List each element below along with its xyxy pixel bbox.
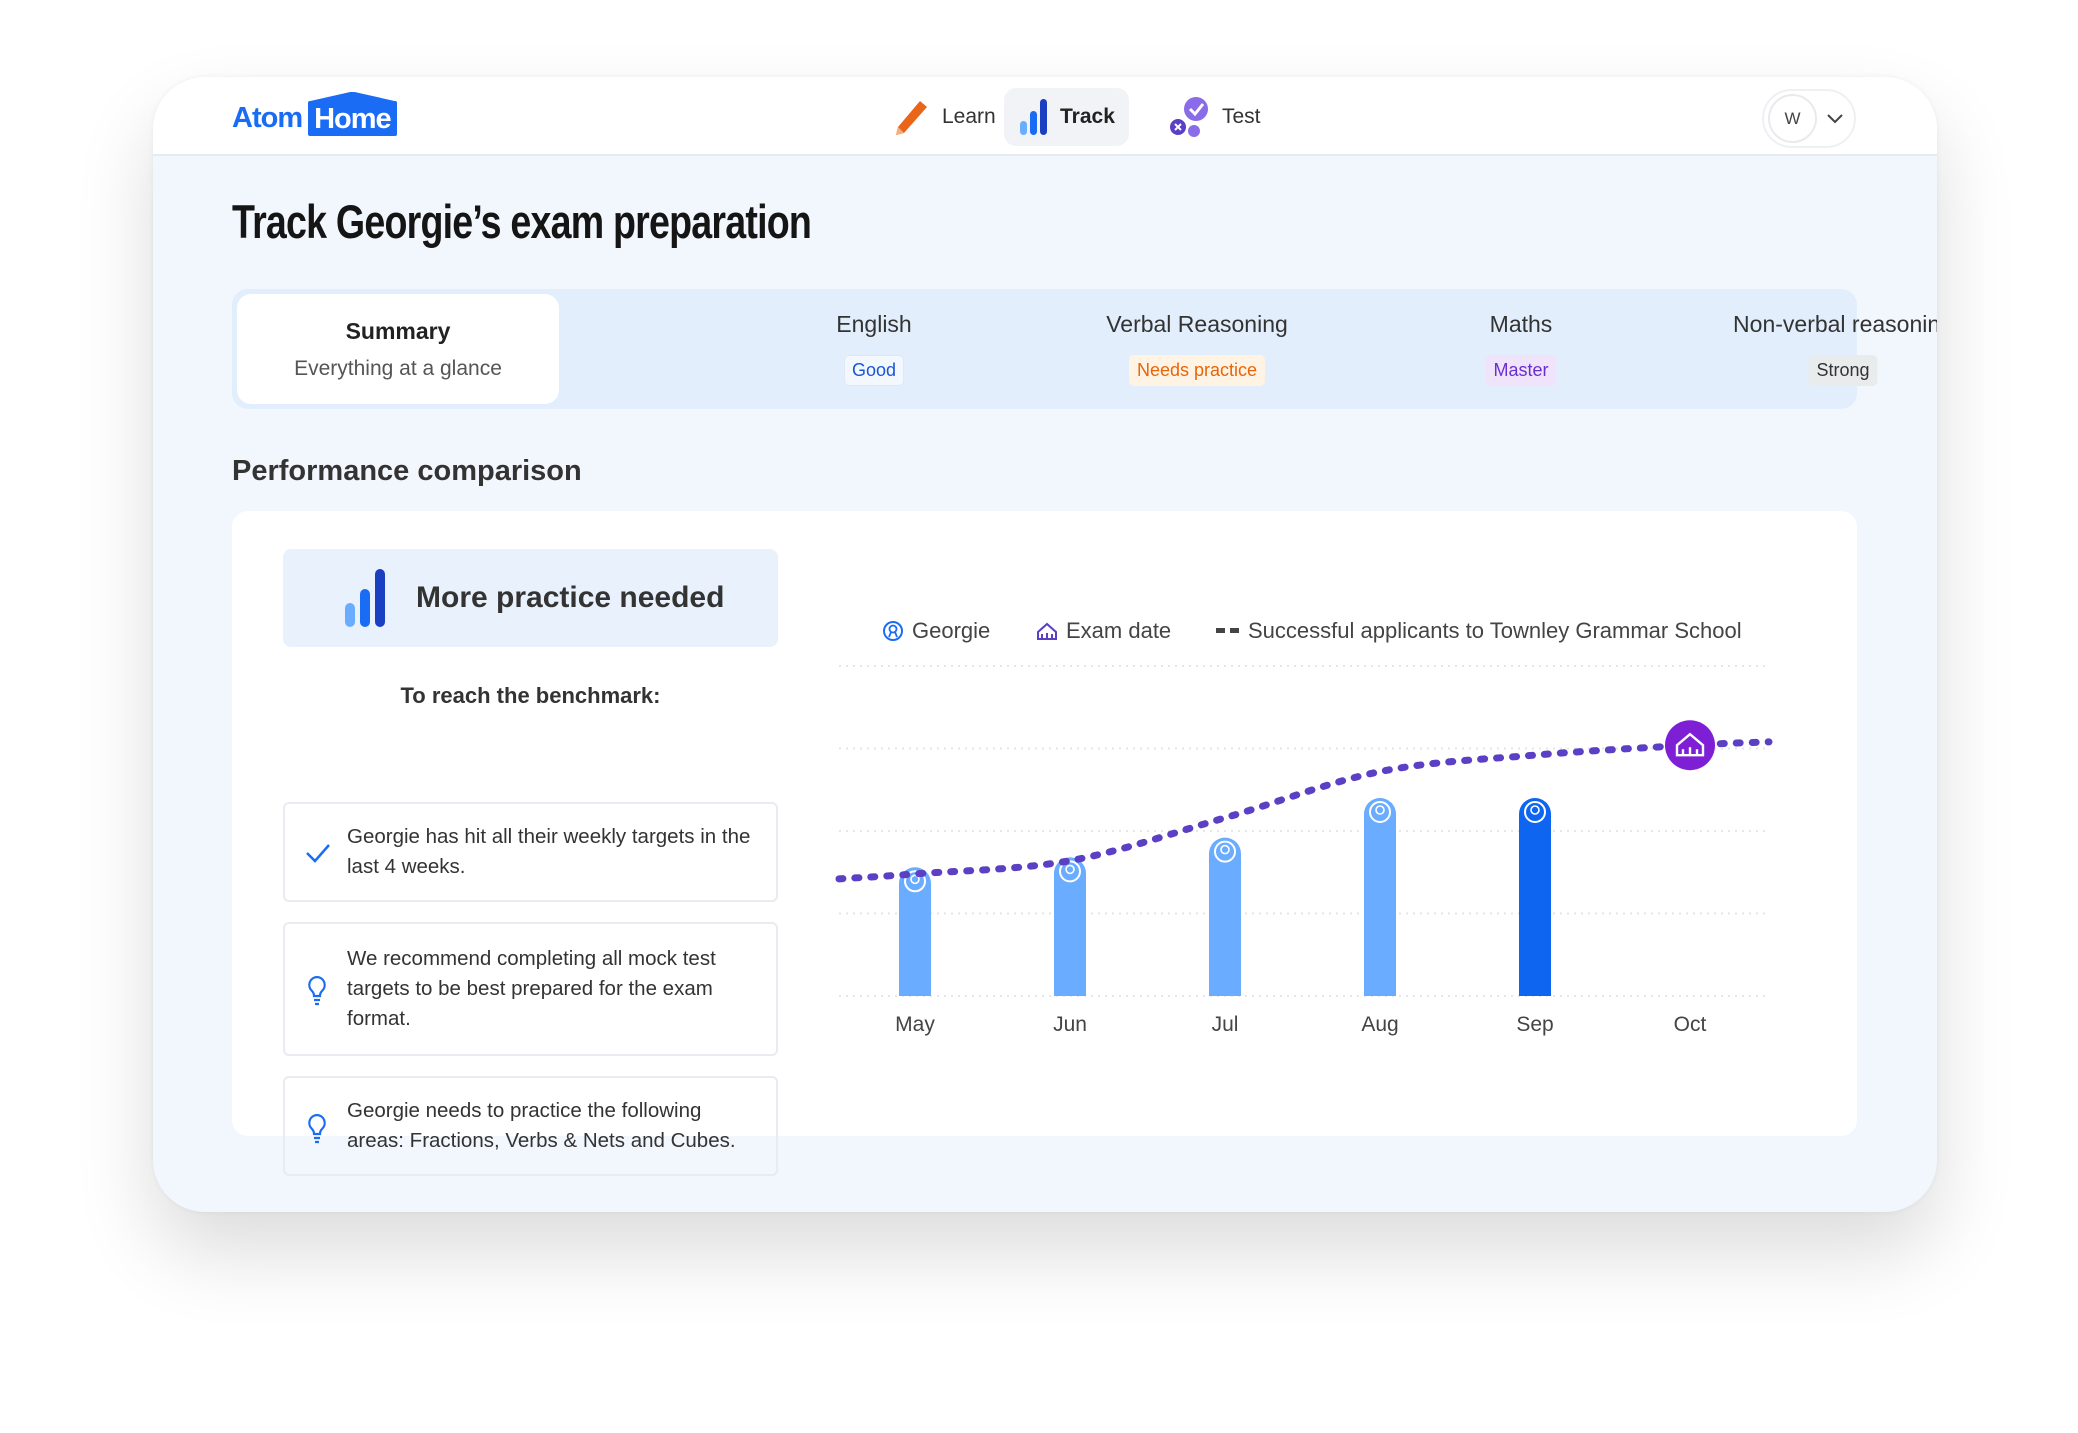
georgie-icon-head — [1065, 864, 1075, 875]
x-tick-label: May — [895, 1013, 935, 1036]
top-nav: Atom Home Learn Track Test W — [153, 77, 1937, 156]
test-check-icon — [1170, 97, 1208, 137]
tab-label: English — [836, 311, 912, 337]
legend-exam-date: Exam date — [1036, 618, 1171, 644]
school-icon — [1037, 622, 1057, 640]
georgie-icon-head — [1220, 844, 1230, 855]
avatar: W — [1768, 94, 1817, 143]
status-text: More practice needed — [416, 581, 725, 614]
page-title: Track Georgie’s exam preparation — [232, 195, 812, 248]
georgie-icon-head — [1530, 805, 1540, 815]
nav-track[interactable]: Track — [1004, 88, 1129, 146]
status-banner: More practice needed — [283, 549, 778, 647]
bar-may — [899, 867, 931, 996]
benchmark-item: We recommend completing all mock test ta… — [283, 922, 778, 1056]
tab-verbal-reasoning[interactable]: Verbal Reasoning Needs practice — [1047, 289, 1347, 409]
georgie-icon — [883, 621, 903, 641]
status-badge: Needs practice — [1128, 355, 1266, 386]
georgie-icon-head — [910, 874, 920, 885]
lightbulb-icon — [308, 1113, 326, 1144]
bar-chart-icon — [345, 569, 385, 627]
chevron-down-icon — [1827, 114, 1843, 124]
georgie-icon — [1524, 801, 1546, 823]
benchmark-item: Georgie needs to practice the following … — [283, 1076, 778, 1176]
georgie-icon — [1369, 801, 1391, 823]
georgie-icon — [1059, 860, 1081, 883]
x-tick-label: Jun — [1053, 1013, 1087, 1036]
tab-summary[interactable]: Summary Everything at a glance — [237, 294, 559, 404]
lightbulb-icon — [308, 975, 326, 1006]
pencil-icon — [896, 101, 927, 135]
benchmark-item: Georgie has hit all their weekly targets… — [283, 802, 778, 902]
tab-maths[interactable]: Maths Master — [1371, 289, 1671, 409]
bar-jul — [1209, 837, 1241, 996]
bar-aug — [1364, 798, 1396, 996]
nav-learn[interactable]: Learn — [878, 88, 1010, 146]
georgie-icon — [1214, 840, 1236, 863]
dashed-line-icon — [1216, 628, 1239, 633]
subject-tabs: Summary Everything at a glance English Go… — [232, 289, 1937, 409]
section-title: Performance comparison — [232, 455, 582, 487]
applicants-line — [835, 738, 1773, 883]
nav-test[interactable]: Test — [1154, 88, 1275, 146]
georgie-icon-head — [1375, 805, 1385, 815]
app-window: Atom Home Learn Track Test W Track Georgi… — [153, 77, 1937, 1212]
bar-sep — [1519, 798, 1551, 996]
x-tick-label: Oct — [1674, 1013, 1707, 1036]
legend-georgie: Georgie — [882, 618, 990, 644]
school-icon — [1675, 732, 1705, 757]
x-tick-label: Sep — [1516, 1013, 1553, 1036]
status-badge: Good — [843, 355, 905, 386]
bar-jun — [1054, 857, 1086, 996]
x-tick-label: Jul — [1212, 1013, 1239, 1036]
tab-non-verbal-reasoning[interactable]: Non-verbal reasoning Strong — [1693, 289, 1937, 409]
status-badge: Strong — [1808, 355, 1878, 386]
tab-label: Maths — [1489, 311, 1553, 337]
benchmark-title: To reach the benchmark: — [400, 683, 661, 708]
bar-chart-icon — [1020, 99, 1047, 135]
exam-date-marker — [1665, 720, 1715, 771]
account-menu[interactable]: W — [1762, 89, 1856, 148]
status-badge: Master — [1485, 355, 1557, 386]
tab-label: Non-verbal reasoning — [1733, 311, 1937, 337]
x-tick-label: Aug — [1361, 1013, 1398, 1036]
tab-english[interactable]: English Good — [724, 289, 1024, 409]
performance-panel: More practice needed To reach the benchm… — [232, 511, 1857, 1176]
legend-applicants: Successful applicants to Townley Grammar… — [1216, 618, 1742, 644]
georgie-icon — [904, 870, 926, 893]
logo[interactable]: Atom Home — [232, 99, 397, 137]
tab-label: Verbal Reasoning — [1106, 311, 1288, 337]
check-icon — [306, 844, 330, 863]
